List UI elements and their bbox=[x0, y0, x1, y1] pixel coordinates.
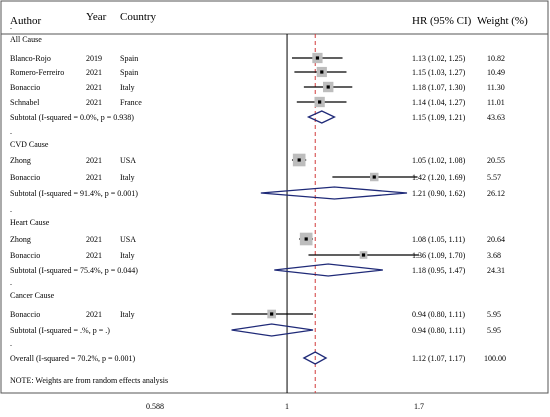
overall-weight: 100.00 bbox=[484, 354, 506, 363]
subtotal-hr-ci: 1.15 (1.09, 1.21) bbox=[412, 113, 466, 122]
point-estimate bbox=[372, 175, 376, 179]
study-hr-ci: 1.36 (1.09, 1.70) bbox=[412, 251, 466, 260]
study-hr-ci: 1.42 (1.20, 1.69) bbox=[412, 173, 466, 182]
study-weight: 10.82 bbox=[487, 54, 505, 63]
study-weight: 11.30 bbox=[487, 83, 505, 92]
x-tick-label: 1 bbox=[285, 402, 289, 411]
study-weight: 20.55 bbox=[487, 156, 505, 165]
subtotal-label: Subtotal (I-squared = 0.0%, p = 0.938) bbox=[10, 113, 134, 122]
point-estimate bbox=[361, 253, 366, 257]
study-year: 2021 bbox=[86, 98, 102, 107]
subtotal-weight: 5.95 bbox=[487, 326, 501, 335]
subtotal-hr-ci: 0.94 (0.80, 1.11) bbox=[412, 326, 465, 335]
x-axis: 0.588 1 1.7 bbox=[146, 402, 424, 411]
header-year: Year bbox=[86, 11, 107, 23]
point-estimate bbox=[318, 100, 322, 104]
study-country: France bbox=[120, 98, 142, 107]
study-weight: 5.57 bbox=[487, 173, 501, 182]
group-separator-dot: . bbox=[10, 339, 12, 348]
study-country: USA bbox=[120, 235, 136, 244]
study-year: 2021 bbox=[86, 310, 102, 319]
point-estimate bbox=[304, 237, 308, 241]
study-year: 2021 bbox=[86, 68, 102, 77]
study-weight: 5.95 bbox=[487, 310, 501, 319]
x-tick-label: 0.588 bbox=[146, 402, 164, 411]
study-author: Bonaccio bbox=[10, 251, 40, 260]
subtotal-hr-ci: 1.21 (0.90, 1.62) bbox=[412, 189, 466, 198]
study-year: 2021 bbox=[86, 156, 102, 165]
group-heading: Cancer Cause bbox=[10, 291, 55, 300]
subtotal-hr-ci: 1.18 (0.95, 1.47) bbox=[412, 266, 466, 275]
header-hr: HR (95% CI) bbox=[412, 15, 472, 27]
study-rows: All Cause. Blanco-Rojo 2019 Spain 1.13 (1.02… bbox=[10, 22, 506, 385]
study-country: Spain bbox=[120, 54, 138, 63]
study-author: Bonaccio bbox=[10, 83, 40, 92]
overall-diamond bbox=[302, 351, 328, 365]
x-tick-label: 1.7 bbox=[414, 402, 424, 411]
study-author: Schnabel bbox=[10, 98, 40, 107]
subtotal-diamond bbox=[260, 186, 408, 200]
study-country: Italy bbox=[120, 173, 135, 182]
header-weight: Weight (%) bbox=[477, 15, 528, 27]
subtotal-weight: 43.63 bbox=[487, 113, 505, 122]
study-weight: 3.68 bbox=[487, 251, 501, 260]
subtotal-weight: 24.31 bbox=[487, 266, 505, 275]
subtotal-label: Subtotal (I-squared = .%, p = .) bbox=[10, 326, 110, 335]
study-year: 2021 bbox=[86, 235, 102, 244]
study-author: Bonaccio bbox=[10, 173, 40, 182]
study-author: Romero-Ferreiro bbox=[10, 68, 64, 77]
study-hr-ci: 1.13 (1.02, 1.25) bbox=[412, 54, 466, 63]
subtotal-weight: 26.12 bbox=[487, 189, 505, 198]
study-weight: 20.64 bbox=[487, 235, 505, 244]
overall-hr-ci: 1.12 (1.07, 1.17) bbox=[412, 354, 466, 363]
study-author: Zhong bbox=[10, 156, 31, 165]
overall-label: Overall (I-squared = 70.2%, p = 0.001) bbox=[10, 354, 136, 363]
study-author: Blanco-Rojo bbox=[10, 54, 51, 63]
subtotal-diamond bbox=[306, 110, 336, 124]
study-country: Italy bbox=[120, 83, 135, 92]
group-heading: Heart Cause bbox=[10, 218, 50, 227]
group-separator-dot: . bbox=[10, 205, 12, 214]
study-country: USA bbox=[120, 156, 136, 165]
subtotal-label: Subtotal (I-squared = 75.4%, p = 0.044) bbox=[10, 266, 138, 275]
point-estimate bbox=[320, 70, 324, 74]
group-heading: All Cause bbox=[10, 35, 42, 44]
study-hr-ci: 1.14 (1.04, 1.27) bbox=[412, 98, 466, 107]
footnote: NOTE: Weights are from random effects an… bbox=[10, 376, 168, 385]
study-weight: 11.01 bbox=[487, 98, 505, 107]
study-hr-ci: 1.08 (1.05, 1.11) bbox=[412, 235, 465, 244]
study-year: 2021 bbox=[86, 83, 102, 92]
study-year: 2021 bbox=[86, 173, 102, 182]
study-hr-ci: 1.15 (1.03, 1.27) bbox=[412, 68, 466, 77]
study-year: 2019 bbox=[86, 54, 102, 63]
study-country: Spain bbox=[120, 68, 138, 77]
point-estimate bbox=[315, 56, 320, 60]
point-estimate bbox=[326, 85, 330, 89]
group-separator-dot: . bbox=[10, 278, 12, 287]
study-country: Italy bbox=[120, 251, 135, 260]
group-separator-dot: . bbox=[10, 22, 12, 31]
study-author: Bonaccio bbox=[10, 310, 40, 319]
study-author: Zhong bbox=[10, 235, 31, 244]
point-estimate bbox=[297, 158, 301, 162]
study-hr-ci: 0.94 (0.80, 1.11) bbox=[412, 310, 465, 319]
group-separator-dot: . bbox=[10, 127, 12, 136]
study-year: 2021 bbox=[86, 251, 102, 260]
study-hr-ci: 1.18 (1.07, 1.30) bbox=[412, 83, 466, 92]
subtotal-diamond bbox=[231, 323, 314, 337]
header-author: Author bbox=[10, 15, 42, 27]
point-estimate bbox=[270, 312, 274, 316]
subtotal-label: Subtotal (I-squared = 91.4%, p = 0.001) bbox=[10, 189, 138, 198]
group-heading: CVD Cause bbox=[10, 140, 49, 149]
study-hr-ci: 1.05 (1.02, 1.08) bbox=[412, 156, 466, 165]
study-weight: 10.49 bbox=[487, 68, 505, 77]
header-country: Country bbox=[120, 11, 157, 23]
study-country: Italy bbox=[120, 310, 135, 319]
subtotal-diamond bbox=[274, 263, 383, 277]
plot-border bbox=[0, 0, 549, 394]
